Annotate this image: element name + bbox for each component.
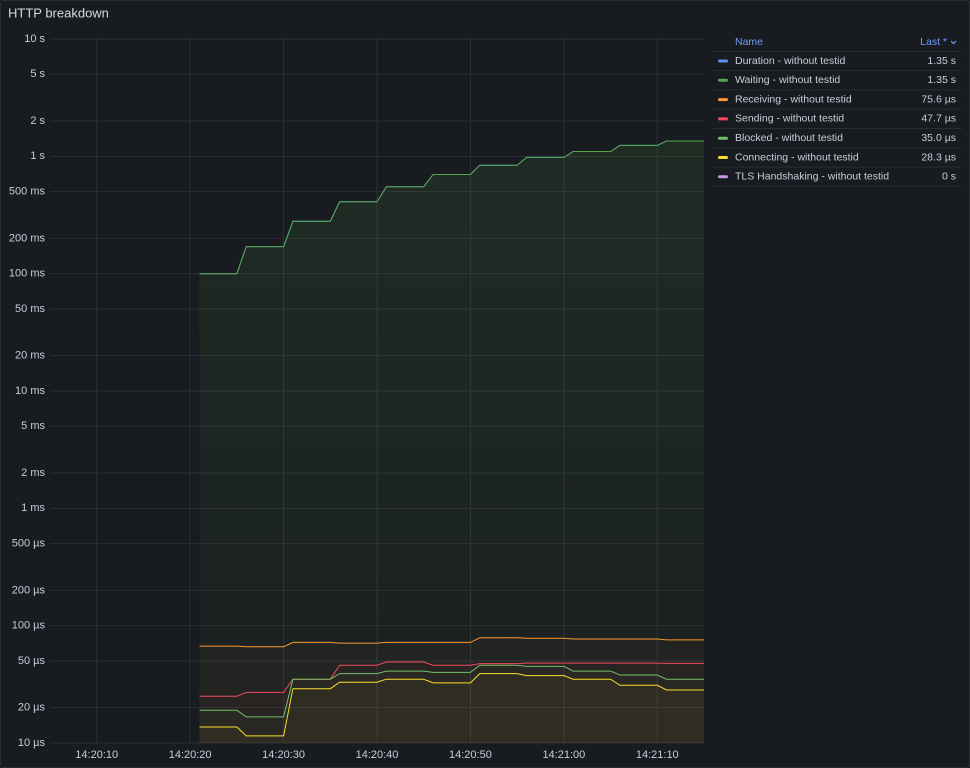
y-tick-label: 50 ms <box>15 303 45 315</box>
y-tick-label: 5 s <box>30 68 45 80</box>
series-line <box>199 140 704 275</box>
y-tick-label: 2 s <box>30 115 45 127</box>
y-tick-label: 2 ms <box>21 467 45 479</box>
y-tick-label: 200 µs <box>12 584 46 596</box>
y-tick-label: 1 s <box>30 150 45 162</box>
legend-swatch <box>718 156 728 159</box>
y-tick-label: 100 µs <box>12 620 46 632</box>
legend-last: 0 s <box>942 171 956 183</box>
legend-last: 1.35 s <box>927 55 956 67</box>
legend-name[interactable]: Duration - without testid <box>735 55 845 67</box>
x-tick-label: 14:20:40 <box>356 749 399 761</box>
y-tick-label: 20 µs <box>18 702 46 714</box>
legend-name[interactable]: Connecting - without testid <box>735 151 859 163</box>
series-line <box>199 673 704 737</box>
y-tick-label: 1 ms <box>21 502 45 514</box>
legend-name[interactable]: Receiving - without testid <box>735 93 852 105</box>
series-line <box>199 661 704 697</box>
y-tick-label: 10 ms <box>15 385 45 397</box>
x-tick-label: 14:21:10 <box>636 749 679 761</box>
x-tick-label: 14:20:10 <box>75 749 118 761</box>
legend-last: 47.7 µs <box>921 113 956 125</box>
x-tick-label: 14:20:30 <box>262 749 305 761</box>
legend-swatch <box>718 98 728 102</box>
y-tick-label: 100 ms <box>9 268 46 280</box>
legend-name[interactable]: Waiting - without testid <box>735 74 840 86</box>
x-tick-label: 14:20:20 <box>169 749 212 761</box>
y-tick-label: 10 µs <box>18 737 46 749</box>
legend-last: 28.3 µs <box>921 151 956 163</box>
legend-swatch <box>718 78 728 82</box>
y-tick-label: 50 µs <box>18 655 46 667</box>
panel-title: HTTP breakdown <box>8 5 109 20</box>
series-line <box>199 664 704 718</box>
series-area <box>199 141 704 743</box>
y-tick-label: 5 ms <box>21 420 45 432</box>
series-line <box>199 637 704 648</box>
legend-name[interactable]: Sending - without testid <box>735 113 844 125</box>
legend-last: 1.35 s <box>927 74 956 86</box>
y-tick-label: 500 µs <box>12 538 46 550</box>
legend-swatch <box>718 117 728 121</box>
y-tick-label: 10 s <box>24 33 45 45</box>
y-tick-label: 20 ms <box>15 350 45 362</box>
sort-icon[interactable] <box>950 40 957 45</box>
legend-header-last[interactable]: Last * <box>920 36 947 48</box>
legend-name[interactable]: Blocked - without testid <box>735 132 843 144</box>
y-tick-label: 200 ms <box>9 232 46 244</box>
legend-name[interactable]: TLS Handshaking - without testid <box>735 171 889 183</box>
legend-last: 35.0 µs <box>921 132 956 144</box>
x-tick-label: 14:20:50 <box>449 749 492 761</box>
legend-header-name[interactable]: Name <box>735 36 763 48</box>
x-tick-label: 14:21:00 <box>542 749 585 761</box>
legend-last: 75.6 µs <box>921 93 956 105</box>
y-tick-label: 500 ms <box>9 186 46 198</box>
legend-swatch <box>718 59 728 63</box>
legend-swatch <box>718 136 728 140</box>
legend-swatch <box>718 175 728 179</box>
